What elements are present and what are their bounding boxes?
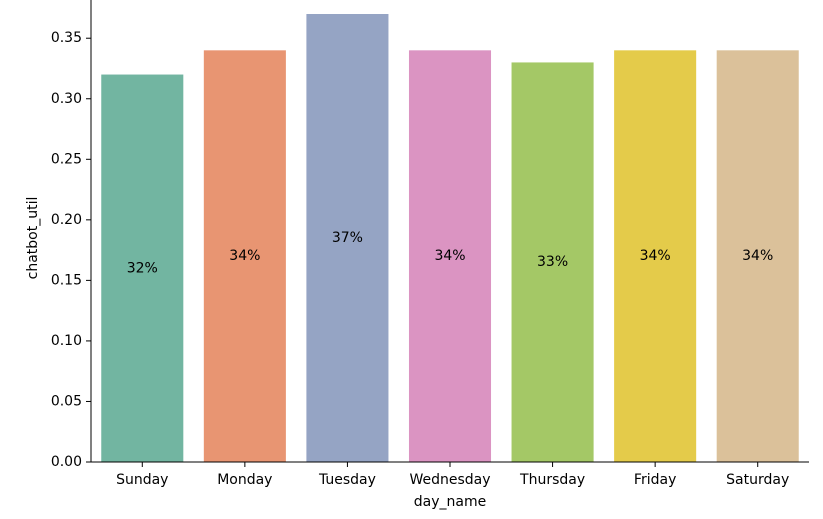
y-tick-label: 0.30 bbox=[51, 91, 82, 107]
y-axis-title: chatbot_util bbox=[25, 197, 41, 280]
y-tick-label: 0.20 bbox=[51, 212, 82, 228]
bar-label-saturday: 34% bbox=[742, 248, 773, 264]
bar-friday bbox=[614, 50, 697, 462]
bar-label-thursday: 33% bbox=[537, 254, 568, 270]
bars bbox=[101, 14, 799, 463]
x-tick-label: Saturday bbox=[726, 472, 789, 488]
x-tick-label: Tuesday bbox=[318, 472, 376, 488]
bar-monday bbox=[203, 50, 286, 462]
y-tick-label: 0.35 bbox=[51, 30, 82, 46]
bar-labels: 32% 34% 37% 34% 33% 34% 34% bbox=[127, 230, 774, 276]
y-tick-label: 0.00 bbox=[51, 454, 82, 470]
y-tick-label: 0.25 bbox=[51, 151, 82, 167]
bar-label-wednesday: 34% bbox=[434, 248, 465, 264]
bar-saturday bbox=[716, 50, 799, 462]
x-axis-title: day_name bbox=[414, 494, 486, 510]
bar-sunday bbox=[101, 74, 184, 463]
x-tick-label: Friday bbox=[634, 472, 676, 488]
bar-label-monday: 34% bbox=[229, 248, 260, 264]
x-axis-ticks: Sunday Monday Tuesday Wednesday Thursday Frid… bbox=[116, 462, 789, 488]
bar-label-sunday: 32% bbox=[127, 260, 158, 276]
bar-thursday bbox=[511, 62, 594, 462]
bar-label-tuesday: 37% bbox=[332, 230, 363, 246]
y-axis-ticks: 0.00 0.05 0.10 0.15 0.20 0.25 0.30 0.35 bbox=[51, 30, 91, 470]
x-tick-label: Monday bbox=[217, 472, 272, 488]
bar-wednesday bbox=[408, 50, 492, 462]
x-tick-label: Wednesday bbox=[409, 472, 490, 488]
y-tick-label: 0.10 bbox=[51, 333, 82, 349]
x-tick-label: Sunday bbox=[116, 472, 168, 488]
y-tick-label: 0.05 bbox=[51, 393, 82, 409]
bar-label-friday: 34% bbox=[640, 248, 671, 264]
x-tick-label: Thursday bbox=[519, 472, 585, 488]
bar-tuesday bbox=[306, 14, 389, 462]
y-tick-label: 0.15 bbox=[51, 272, 82, 288]
